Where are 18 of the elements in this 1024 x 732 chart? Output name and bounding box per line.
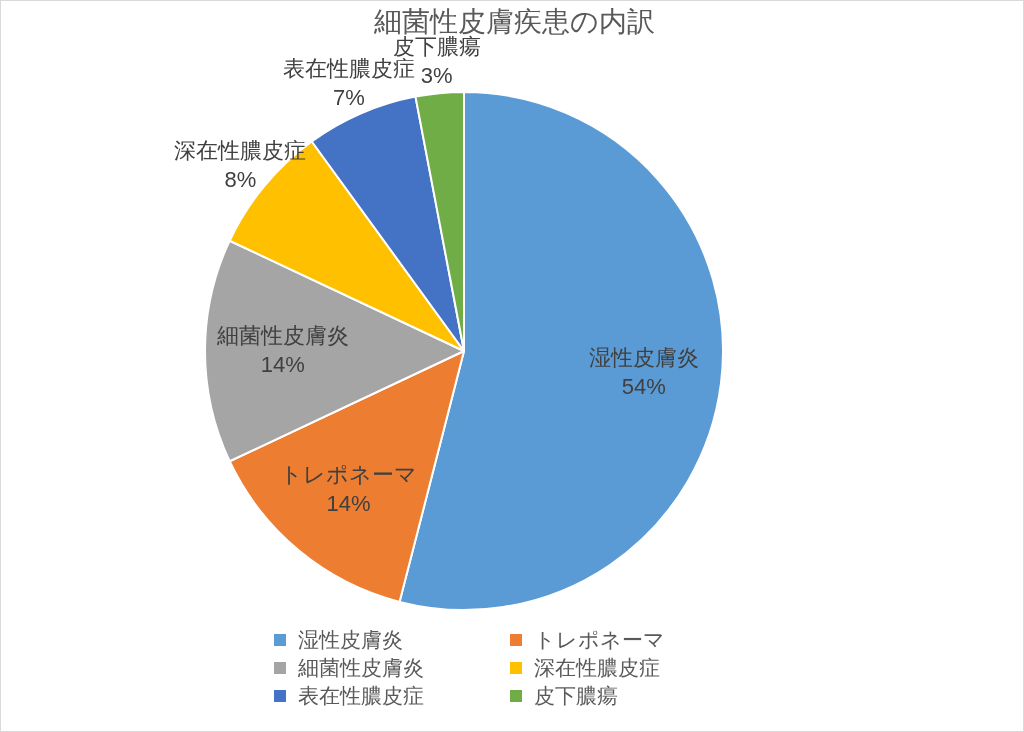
legend-label: 表在性膿皮症 xyxy=(298,684,424,708)
slice-label: 細菌性皮膚炎 xyxy=(215,322,349,348)
legend-label: 湿性皮膚炎 xyxy=(298,628,403,652)
legend-label: トレポネーマ xyxy=(534,628,665,652)
slice-label: 湿性皮膚炎 xyxy=(588,345,699,371)
legend-label: 皮下膿瘍 xyxy=(534,684,618,708)
data-label: 7% xyxy=(332,85,365,111)
slice-label: 表在性膿皮症 xyxy=(282,56,415,82)
legend-label: 深在性膿皮症 xyxy=(534,656,660,680)
legend-label: 細菌性皮膚炎 xyxy=(298,656,424,680)
data-label: 8% xyxy=(224,166,257,192)
data-label: 54% xyxy=(621,374,666,400)
data-label: 3% xyxy=(420,62,453,88)
slice-label: トレポネーマ xyxy=(279,462,417,488)
data-label: 14% xyxy=(326,491,371,517)
data-label: 14% xyxy=(260,351,305,377)
slice-label: 深在性膿皮症 xyxy=(174,137,307,163)
chart-title: 細菌性皮膚疾患の内訳 xyxy=(373,5,655,37)
